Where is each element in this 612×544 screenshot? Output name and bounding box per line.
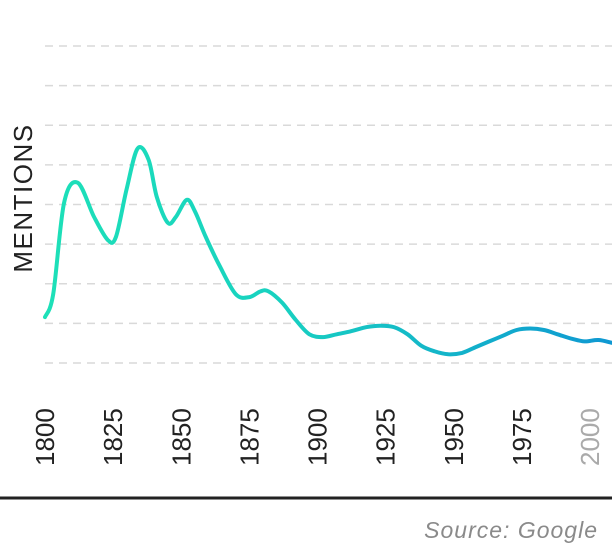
x-tick-label: 1925: [371, 408, 401, 466]
x-tick-label: 1825: [98, 408, 128, 466]
x-tick-label: 1900: [303, 408, 333, 466]
y-axis-label: MENTIONS: [8, 123, 38, 272]
x-tick-labels: 1800 1825 1850 1875 1900 1925 1950 1975 2000: [30, 408, 605, 466]
gridlines: [45, 45, 612, 364]
x-tick-label: 2000: [575, 408, 605, 466]
source-text: Source: Google: [424, 517, 598, 543]
x-tick-label: 1950: [439, 408, 469, 466]
x-tick-label: 1800: [30, 408, 60, 466]
x-tick-label: 1975: [507, 408, 537, 466]
series-line: [43, 145, 612, 357]
x-tick-label: 1875: [234, 408, 264, 466]
x-tick-label: 1850: [166, 408, 196, 466]
